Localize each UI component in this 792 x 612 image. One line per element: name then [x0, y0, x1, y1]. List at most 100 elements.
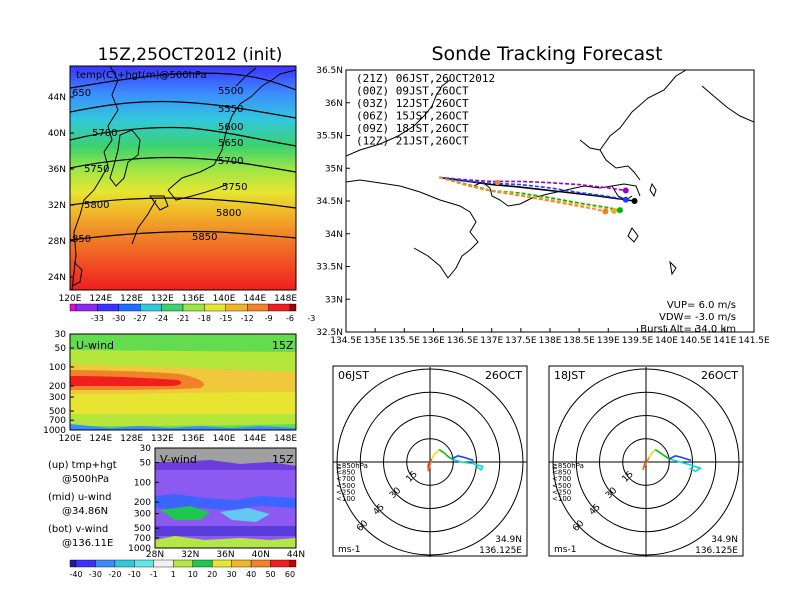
contour-label: 5500 [218, 86, 243, 97]
lon-tick-label: 140E [213, 294, 236, 304]
lat-tick-label: 36.5N [316, 66, 343, 76]
lon-tick-label: 136.5E [447, 336, 479, 346]
colorbar-label: -3 [307, 314, 315, 323]
lat-tick-label: 36N [216, 550, 234, 560]
colorbar-label: -1 [150, 570, 158, 579]
contour-label: 5650 [218, 138, 243, 149]
lat-tick-label: 32N [48, 201, 66, 211]
hodograph-date: 26OCT [485, 369, 522, 382]
landing-point [616, 207, 623, 214]
colorbar-swatch [246, 303, 269, 312]
pressure-tick-label: 30 [55, 330, 67, 340]
colorbar-label: -33 [91, 314, 104, 323]
u-panel-label: U-wind [76, 339, 114, 352]
colorbar-swatch [118, 303, 141, 312]
lat-tick-label: 40N [252, 550, 270, 560]
lon-tick-label: 120E [59, 434, 82, 444]
lon-tick-label: 139.5E [622, 336, 654, 346]
colorbar-swatch [192, 559, 213, 568]
hodograph-trace [642, 457, 650, 471]
lat-tick-label: 35.5N [316, 132, 343, 142]
note-mid-1: (mid) u-wind [48, 492, 111, 503]
lon-tick-label: 134.5E [330, 336, 362, 346]
colorbar-swatch [114, 559, 135, 568]
lon-tick-label: 128E [120, 294, 143, 304]
colorbar-label: 50 [265, 570, 275, 579]
colorbar-swatch [173, 559, 193, 568]
colorbar-label: 10 [188, 570, 198, 579]
temp-height-map: temp(C)+hgt(m)@500hPa 650 5500 5550 5600… [48, 65, 315, 323]
lon-tick-label: 141E [713, 336, 736, 346]
hodograph-trace [654, 448, 670, 460]
lon-tick-label: 148E [274, 434, 297, 444]
colorbar-label: -18 [198, 314, 211, 323]
note-up-1: (up) tmp+hgt [48, 460, 117, 471]
contour-label: 650 [72, 88, 91, 99]
colorbar-label: -30 [89, 570, 102, 579]
lat-tick-label: 44N [48, 93, 66, 103]
track-line [439, 176, 626, 192]
hodograph-lat: 34.9N [495, 535, 522, 545]
lon-tick-label: 140.5E [680, 336, 712, 346]
lon-tick-label: 124E [89, 294, 112, 304]
hodograph-trace [451, 458, 484, 471]
burst-point [495, 180, 501, 186]
main-title: Sonde Tracking Forecast [431, 43, 662, 65]
level-legend: <250 [552, 488, 571, 496]
lon-tick-label: 137E [480, 336, 503, 346]
lon-tick-label: 128E [120, 434, 143, 444]
pressure-tick-label: 300 [49, 393, 66, 403]
level-legend: <700 [336, 475, 355, 483]
lon-tick-label: 136E [182, 434, 205, 444]
colorbar-label: -40 [69, 570, 82, 579]
contour-label: 5800 [84, 200, 109, 211]
lon-tick-label: 144E [243, 294, 266, 304]
colorbar-swatch [268, 303, 291, 312]
level-legend: <100 [336, 495, 355, 503]
colorbar-label: -27 [134, 314, 147, 323]
track-line [439, 176, 615, 212]
legend-entry: (00Z) 09JST,26OCT [356, 85, 469, 98]
level-legend: ≧850hPa [552, 462, 584, 470]
contour-label: 850 [72, 234, 91, 245]
lon-tick-label: 132E [151, 294, 174, 304]
track-plot-area [346, 70, 754, 332]
lon-tick-label: 124E [89, 434, 112, 444]
colorbar-swatch [211, 559, 232, 568]
colorbar-swatch [69, 303, 77, 312]
hodograph-unit: ms-1 [554, 545, 576, 555]
level-legend: <250 [336, 488, 355, 496]
contour-label: 5800 [216, 208, 241, 219]
landing-point [611, 207, 618, 214]
colorbar-swatch [153, 559, 174, 568]
hodograph-lon: 136.125E [479, 546, 522, 556]
contour-label: 5700 [92, 128, 117, 139]
level-legend: <700 [552, 475, 571, 483]
hodograph-trace [451, 454, 474, 462]
pressure-tick-label: 500 [49, 407, 66, 417]
lon-tick-label: 136E [422, 336, 445, 346]
lon-tick-label: 135.5E [389, 336, 421, 346]
colorbar-label: 40 [246, 570, 256, 579]
colorbar-label: -15 [219, 314, 232, 323]
note-bot-2: @136.11E [62, 538, 113, 549]
hodograph-lat: 34.9N [711, 535, 738, 545]
legend-entry: (06Z) 15JST,26OCT [356, 110, 469, 123]
height-contours [70, 72, 296, 241]
pressure-tick-label: 1000 [43, 426, 66, 436]
colorbar-label: -24 [155, 314, 168, 323]
contour-label: 5700 [218, 156, 243, 167]
lat-tick-label: 32.5N [316, 328, 343, 338]
lat-tick-label: 33N [325, 295, 343, 305]
colorbar-swatch [95, 559, 116, 568]
hodograph-time: 18JST [554, 369, 585, 382]
track-line [439, 176, 621, 211]
colorbar-swatch [134, 559, 155, 568]
lon-tick-label: 138E [539, 336, 562, 346]
level-legend: <850 [552, 469, 571, 477]
map-panel-label: temp(C)+hgt(m)@500hPa [76, 70, 207, 81]
colorbar-swatch [204, 303, 226, 312]
lon-tick-label: 139E [597, 336, 620, 346]
pressure-tick-label: 700 [49, 416, 66, 426]
colorbar-label: -30 [112, 314, 125, 323]
